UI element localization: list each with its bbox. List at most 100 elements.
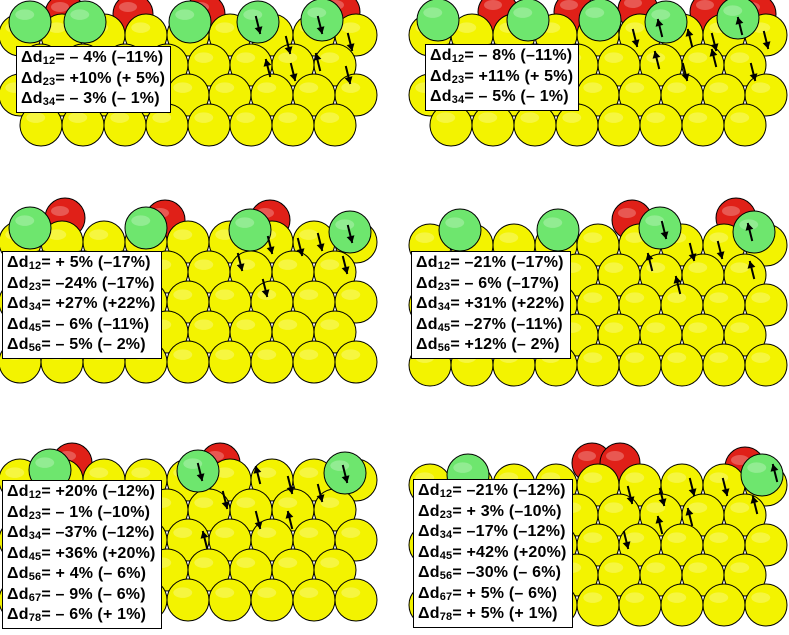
surface-atom-green bbox=[638, 206, 682, 250]
bulk-atom bbox=[229, 103, 273, 147]
displacement-arrow-up bbox=[688, 242, 697, 262]
spacing-value: = +27% (+22%) bbox=[41, 295, 156, 312]
layer-index: 23 bbox=[439, 508, 453, 521]
spacing-change-row: Δd34= – 5% (– 1%) bbox=[430, 87, 573, 108]
bulk-atom bbox=[313, 43, 357, 87]
bulk-atom bbox=[597, 103, 641, 147]
spacing-change-row: Δd34= –37% (–12%) bbox=[7, 523, 156, 544]
spacing-value: = – 6% (–11%) bbox=[41, 315, 150, 333]
displacement-arrow-down bbox=[655, 18, 664, 38]
bulk-atom bbox=[334, 518, 378, 562]
delta-symbol: Δd bbox=[7, 606, 29, 623]
bulk-atom bbox=[187, 310, 231, 354]
delta-symbol: Δd bbox=[7, 483, 29, 500]
delta-symbol: Δd bbox=[7, 585, 29, 603]
delta-symbol: Δd bbox=[21, 49, 43, 66]
layer-index: 78 bbox=[439, 611, 453, 623]
displacement-arrow-up bbox=[284, 35, 293, 55]
bulk-atom bbox=[292, 220, 336, 264]
panel-middle-right: Δd12= –21% (–17%) Δd23= – 6% (–17%) Δd34= … bbox=[408, 197, 789, 410]
displacement-arrow-up bbox=[622, 530, 631, 550]
delta-symbol: Δd bbox=[7, 524, 29, 541]
surface-atom-green bbox=[438, 208, 482, 252]
relaxation-box: Δd12= – 4% (–11%) Δd23= +10% (+ 5%) Δd34= … bbox=[16, 46, 172, 113]
bulk-atom bbox=[576, 583, 620, 627]
displacement-arrow-up bbox=[660, 220, 669, 240]
delta-symbol: Δd bbox=[430, 67, 452, 85]
surface-atom-green bbox=[8, 206, 52, 250]
bulk-atom bbox=[618, 583, 662, 627]
delta-symbol: Δd bbox=[418, 482, 440, 499]
layer-index: 67 bbox=[439, 590, 453, 603]
spacing-change-row: Δd23= + 3% (–10%) bbox=[418, 502, 567, 523]
bulk-atom bbox=[744, 523, 788, 567]
surface-atom-green bbox=[176, 449, 220, 493]
layer-index: 12 bbox=[437, 260, 451, 272]
bulk-atom bbox=[576, 223, 620, 267]
bulk-atom bbox=[166, 578, 210, 622]
spacing-value: = – 1% (–10%) bbox=[41, 503, 151, 521]
bulk-atom bbox=[166, 340, 210, 384]
spacing-value: = –27% (–11%) bbox=[450, 315, 563, 333]
spacing-value: = –30% (– 6%) bbox=[452, 564, 562, 581]
spacing-change-row: Δd45= – 6% (–11%) bbox=[7, 315, 156, 336]
spacing-value: = – 6% (+ 1%) bbox=[41, 606, 147, 623]
surface-atom-green bbox=[300, 0, 344, 42]
delta-symbol: Δd bbox=[416, 295, 438, 312]
surface-atom-green bbox=[8, 0, 52, 44]
layer-index: 23 bbox=[28, 509, 42, 522]
spacing-value: = – 3% (– 1%) bbox=[55, 90, 160, 107]
panel-middle-left: Δd12= + 5% (–17%) Δd23= –24% (–17%) Δd34= … bbox=[0, 197, 380, 410]
bulk-atom bbox=[313, 488, 357, 532]
bulk-atom bbox=[187, 103, 231, 147]
bulk-atom bbox=[639, 553, 683, 597]
bulk-atom bbox=[250, 73, 294, 117]
spacing-change-row: Δd23= –24% (–17%) bbox=[7, 274, 156, 295]
bulk-atom bbox=[334, 280, 378, 324]
layer-index: 23 bbox=[42, 75, 56, 88]
bulk-atom bbox=[597, 253, 641, 297]
spacing-change-row: Δd12= + 5% (–17%) bbox=[7, 253, 156, 274]
layer-index: 34 bbox=[451, 94, 465, 106]
displacement-arrow-up bbox=[749, 62, 758, 82]
displacement-arrow-down bbox=[750, 495, 759, 515]
spacing-change-row: Δd67= – 9% (– 6%) bbox=[7, 585, 156, 606]
spacing-value: = – 5% (– 1%) bbox=[464, 88, 569, 105]
bulk-atom bbox=[166, 518, 210, 562]
surface-atom-green bbox=[732, 210, 776, 254]
bulk-atom bbox=[313, 548, 357, 592]
delta-symbol: Δd bbox=[7, 336, 29, 353]
relaxation-box: Δd12= –21% (–12%) Δd23= + 3% (–10%) Δd34= … bbox=[413, 479, 573, 628]
displacement-arrow-up bbox=[346, 32, 355, 52]
displacement-arrow-up bbox=[316, 232, 325, 252]
delta-symbol: Δd bbox=[416, 274, 438, 292]
displacement-arrow-up bbox=[344, 65, 353, 85]
bulk-atom bbox=[271, 310, 315, 354]
displacement-arrow-up bbox=[261, 278, 270, 298]
bulk-atom bbox=[660, 73, 704, 117]
bulk-atom bbox=[229, 548, 273, 592]
displacement-arrow-up bbox=[631, 28, 640, 48]
displacement-arrow-down bbox=[645, 252, 654, 272]
bulk-atom bbox=[660, 283, 704, 327]
bulk-atom bbox=[639, 103, 683, 147]
layer-index: 78 bbox=[28, 612, 42, 624]
bulk-atom bbox=[208, 518, 252, 562]
delta-symbol: Δd bbox=[21, 90, 43, 107]
layer-index: 12 bbox=[451, 53, 465, 65]
bulk-atom bbox=[313, 310, 357, 354]
bulk-atom bbox=[292, 578, 336, 622]
displacement-arrow-up bbox=[341, 255, 350, 275]
bulk-atom bbox=[639, 493, 683, 537]
displacement-arrow-up bbox=[710, 32, 719, 52]
surface-atom-green bbox=[644, 0, 688, 44]
spacing-change-row: Δd23= +11% (+ 5%) bbox=[430, 67, 573, 88]
delta-symbol: Δd bbox=[418, 564, 440, 581]
delta-symbol: Δd bbox=[7, 565, 29, 582]
delta-symbol: Δd bbox=[418, 543, 440, 561]
displacement-arrow-up bbox=[626, 485, 635, 505]
bulk-atom bbox=[313, 103, 357, 147]
panel-top-left: Δd12= – 4% (–11%) Δd23= +10% (+ 5%) Δd34= … bbox=[0, 0, 380, 180]
spacing-change-row: Δd67= + 5% (– 6%) bbox=[418, 584, 567, 605]
